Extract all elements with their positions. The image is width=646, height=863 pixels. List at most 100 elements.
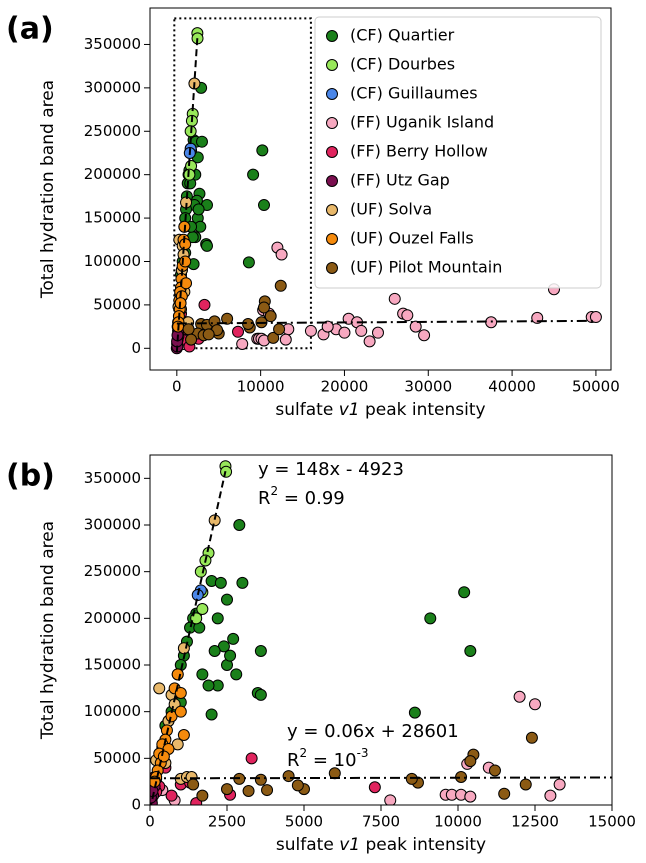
y-axis-label: Total hydration band area: [38, 521, 58, 740]
x-tick-label: 50000: [572, 378, 620, 396]
x-tick-label: 12500: [511, 813, 559, 831]
point: [264, 310, 277, 323]
legend-marker: [326, 204, 338, 216]
x-axis-label: sulfate v1 peak intensity: [275, 400, 485, 420]
fit-line: [176, 319, 596, 325]
point: [589, 311, 602, 324]
point: [198, 298, 211, 311]
point: [202, 679, 215, 692]
point: [418, 329, 431, 342]
point: [191, 589, 204, 601]
plot-area: [150, 460, 612, 805]
x-tick-label: 40000: [488, 378, 536, 396]
y-tick-label: 0: [131, 796, 141, 814]
fit-line: [150, 470, 227, 805]
point: [171, 668, 184, 681]
y-tick-label: 50000: [93, 749, 141, 767]
fit-equation: y = 148x - 4923: [258, 459, 404, 480]
y-tick-label: 0: [131, 339, 141, 357]
legend-label: (CF) Dourbes: [350, 55, 455, 74]
y-tick-label: 100000: [84, 702, 141, 720]
fit-equation: y = 0.06x + 28601: [287, 721, 459, 742]
y-tick-label: 350000: [84, 35, 141, 53]
legend-marker: [326, 233, 338, 245]
point: [519, 778, 532, 791]
x-tick-label: 2500: [208, 813, 246, 831]
y-tick-label: 100000: [84, 252, 141, 270]
point: [464, 755, 477, 768]
point: [338, 326, 351, 339]
x-tick-label: 5000: [285, 813, 323, 831]
point: [257, 199, 270, 212]
point: [275, 248, 288, 261]
point: [304, 324, 317, 337]
point: [211, 612, 224, 625]
legend-label: (FF) Berry Hollow: [350, 142, 488, 161]
point: [513, 690, 526, 703]
x-axis-label-part: sulfate: [276, 835, 339, 855]
legend-marker: [326, 59, 338, 71]
y-tick-label: 350000: [84, 469, 141, 487]
point: [321, 320, 334, 333]
y-tick-label: 250000: [84, 562, 141, 580]
legend-box: [314, 16, 602, 289]
legend-marker: [326, 262, 338, 274]
point: [488, 764, 501, 777]
legend-label: (FF) Utz Gap: [350, 171, 450, 190]
y-tick-label: 150000: [84, 209, 141, 227]
point: [273, 323, 286, 336]
y-tick-label: 150000: [84, 656, 141, 674]
point: [464, 645, 477, 657]
point: [179, 238, 192, 251]
point: [182, 323, 195, 336]
point: [355, 324, 368, 337]
point: [247, 168, 260, 181]
point: [192, 203, 205, 216]
legend-marker: [326, 175, 338, 187]
fit-r2-part: -3: [357, 746, 369, 760]
point: [242, 256, 255, 269]
legend-label: (CF) Quartier: [350, 26, 455, 45]
point: [464, 790, 477, 803]
axes-frame: [149, 7, 612, 371]
point: [224, 649, 237, 662]
fit-r2-part: R: [258, 488, 271, 509]
point: [254, 688, 267, 701]
point: [553, 778, 566, 791]
point: [185, 333, 198, 346]
point: [232, 325, 245, 338]
point: [179, 255, 192, 268]
y-tick-label: 250000: [84, 122, 141, 140]
point: [245, 752, 258, 765]
point: [254, 773, 267, 786]
point: [165, 789, 178, 802]
y-tick-label: 200000: [84, 165, 141, 183]
point: [529, 698, 541, 711]
point: [371, 326, 384, 339]
x-axis-label-part: v1: [339, 835, 360, 855]
x-axis-label-part: peak intensity: [360, 400, 486, 420]
point: [196, 789, 209, 802]
plot-area: [170, 17, 602, 355]
point: [261, 784, 274, 797]
point: [279, 333, 292, 346]
y-axis-label: Total hydration band area: [38, 80, 58, 299]
legend-marker: [326, 117, 338, 129]
point: [221, 593, 233, 606]
fit-r2-part: = 0.99: [278, 488, 345, 509]
point: [409, 320, 422, 333]
point: [236, 576, 249, 589]
point: [498, 787, 511, 800]
x-tick-label: 0: [145, 813, 155, 831]
fit-line: [175, 37, 199, 353]
point: [227, 632, 240, 645]
point: [153, 682, 166, 695]
point: [230, 668, 243, 681]
point: [205, 708, 218, 721]
panel-label: (b): [6, 459, 55, 494]
y-tick-label: 300000: [84, 78, 141, 96]
legend-marker: [326, 146, 338, 158]
legend-label: (FF) Uganik Island: [350, 113, 494, 132]
axes-frame: [149, 454, 613, 806]
